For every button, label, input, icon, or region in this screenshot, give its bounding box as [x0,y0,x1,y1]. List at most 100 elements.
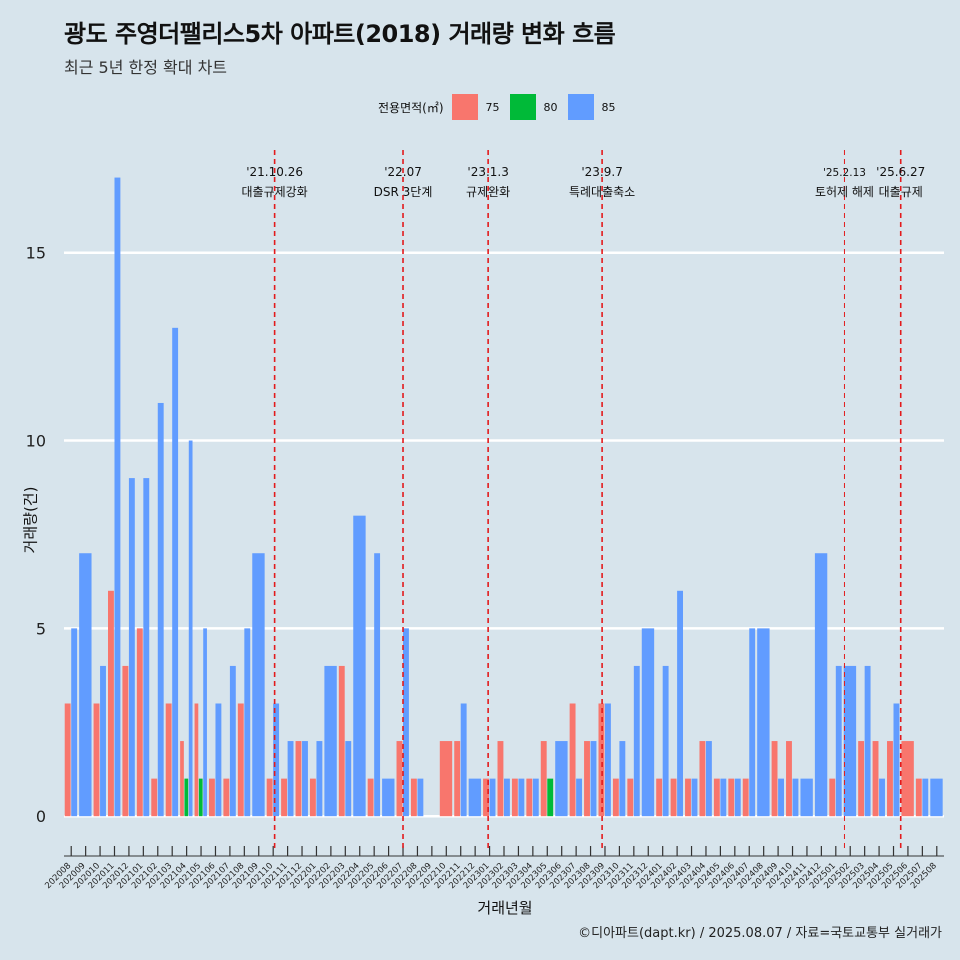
bar-202405-85 [720,778,727,817]
legend-item-80: 80 [509,94,558,120]
bar-202104-85 [188,440,193,817]
bar-202309-75 [598,703,605,817]
bar-202307-75 [569,703,576,817]
bar-202306-85 [555,741,568,817]
y-tick-label-15: 15 [26,244,46,263]
bar-202404-85 [705,741,712,817]
bar-202208-75 [410,778,417,817]
bar-202310-75 [612,778,619,817]
bar-202103-85 [172,327,179,817]
bar-202502-85 [843,665,857,817]
bar-202105-80 [198,778,203,817]
event-date-1: '22.07 [384,165,422,179]
bar-202507-75 [915,778,922,817]
bar-202102-75 [151,778,158,817]
event-date-4: '25.2.13 [823,167,866,179]
bar-202111-75 [281,778,288,817]
bar-202508-85 [930,778,943,817]
bar-202505-85 [893,703,900,817]
legend-title: 전용면적(㎡) [378,100,444,115]
x-axis-label: 거래년월 [477,899,533,917]
bar-202201-85 [316,741,323,817]
bar-202205-85 [374,553,381,817]
bar-202312-85 [641,628,655,817]
legend-label-80: 80 [543,100,558,114]
chart-subtitle: 최근 5년 한정 확대 차트 [64,58,228,77]
bar-202201-75 [309,778,316,817]
bar-202309-85 [604,703,611,817]
bar-202308-85 [590,741,597,817]
y-tick-label-0: 0 [36,807,46,826]
bar-202207-75 [396,741,403,817]
bar-202304-85 [532,778,539,817]
bar-202101-85 [143,478,150,817]
bar-202110-85 [273,703,280,817]
bar-202303-85 [518,778,525,817]
bar-202405-75 [713,778,720,817]
bar-202501-85 [835,665,842,817]
bar-202401-75 [656,778,663,817]
bar-202107-75 [223,778,230,817]
event-date-3: '23.9.7 [581,165,622,179]
bar-202305-80 [547,778,554,817]
bar-202301-85 [489,778,496,817]
bar-202010-75 [93,703,100,817]
bar-202104-80 [184,778,189,817]
y-axis-label: 거래량(건) [21,486,40,554]
bar-202011-85 [114,177,121,817]
bar-202106-85 [215,703,222,817]
bar-202211-85 [460,703,467,817]
bar-202010-85 [100,665,106,817]
bar-202011-75 [108,590,114,817]
bar-202304-75 [526,778,533,817]
bar-202305-75 [540,741,547,817]
bar-202310-85 [619,741,626,817]
bar-202008-85 [71,628,78,817]
bar-202112-85 [302,741,308,817]
bar-202404-75 [699,741,706,817]
event-label-0: 대출규제강화 [241,185,307,199]
bar-202504-85 [879,778,885,817]
bar-202112-75 [295,741,302,817]
bar-202501-75 [829,778,836,817]
bar-202505-75 [887,741,893,817]
bar-202403-85 [691,778,698,817]
bar-202506-75 [901,741,914,817]
bar-202206-85 [382,778,395,817]
bar-202402-85 [677,590,684,817]
bar-202311-75 [627,778,634,817]
legend-swatch-80 [509,94,536,120]
bar-202210-75 [439,741,453,817]
bar-202409-85 [778,778,784,817]
bar-202101-75 [136,628,143,817]
bar-202406-85 [734,778,741,817]
bar-202012-75 [122,665,129,817]
bar-202108-85 [244,628,251,817]
event-label-2: 규제완화 [466,185,510,199]
bar-202212-85 [468,778,482,817]
bar-202103-75 [165,703,172,817]
bar-202409-75 [771,741,778,817]
bar-202008-75 [64,703,71,817]
bar-202204-85 [353,515,366,817]
bar-202403-75 [685,778,691,817]
y-tick-label-5: 5 [36,619,46,638]
legend-item-85: 85 [567,94,616,120]
event-date-5: '25.6.27 [876,165,925,179]
bar-202503-75 [858,741,865,817]
bar-202104-75 [180,741,184,817]
bar-202411-85 [800,778,813,817]
bar-202102-85 [157,402,164,817]
bar-202401-85 [662,665,669,817]
bar-202109-85 [252,553,265,817]
bar-202207-85 [403,628,409,817]
bar-202205-75 [367,778,374,817]
bar-202503-85 [864,665,871,817]
y-tick-label-10: 10 [26,432,46,451]
bar-202406-75 [728,778,735,817]
bar-202410-75 [786,741,792,817]
bar-202107-85 [229,665,236,817]
bar-202108-75 [237,703,244,817]
event-label-4: 토허제 해제 [815,185,874,199]
bar-202412-85 [814,553,828,817]
